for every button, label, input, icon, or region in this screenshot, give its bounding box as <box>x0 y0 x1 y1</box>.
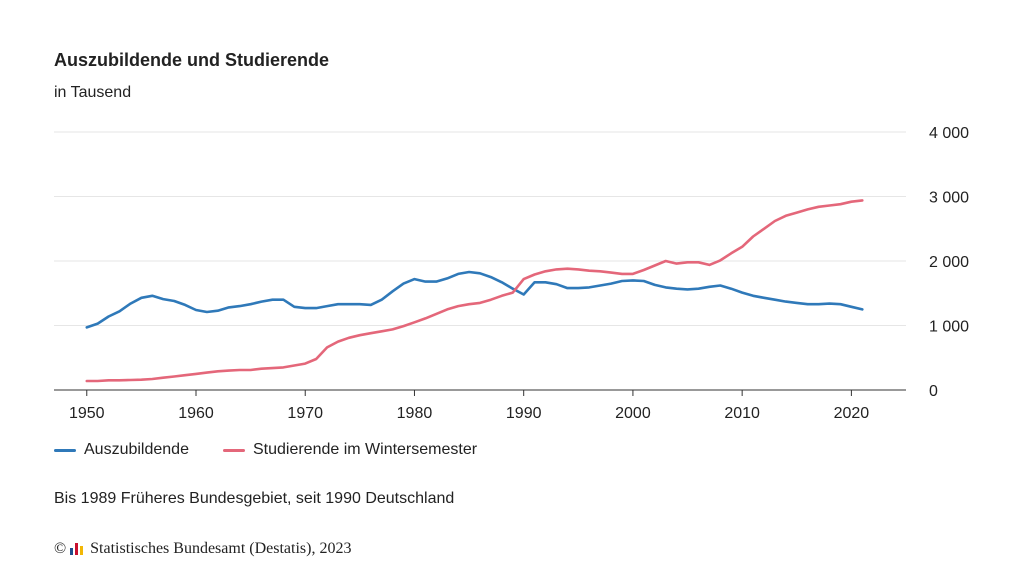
source-text: Statistisches Bundesamt (Destatis), 2023 <box>90 540 352 557</box>
series-lines <box>85 199 864 383</box>
source-credit: © Statistisches Bundesamt (Destatis), 20… <box>54 540 351 558</box>
axes <box>54 389 906 396</box>
x-tick-label: 2000 <box>615 405 651 422</box>
x-tick-label: 1960 <box>178 405 214 422</box>
y-tick-label: 1 000 <box>929 319 969 336</box>
x-tick-label: 2010 <box>724 405 760 422</box>
legend-swatch <box>222 448 245 452</box>
footnote: Bis 1989 Früheres Bundesgebiet, seit 199… <box>54 490 455 507</box>
legend: Auszubildende Studierende im Wintersemes… <box>54 441 511 459</box>
legend-swatch <box>54 448 76 452</box>
x-tick-label: 1980 <box>397 405 433 422</box>
y-tick-label: 3 000 <box>929 190 969 207</box>
series-line-studierende <box>85 199 864 383</box>
legend-label: Studierende im Wintersemester <box>252 441 478 458</box>
legend-label: Auszubildende <box>84 441 189 458</box>
y-tick-label: 4 000 <box>929 125 969 142</box>
destatis-bars-icon <box>70 543 86 555</box>
chart-title: Auszubildende und Studierende <box>54 50 330 70</box>
tick-labels: 0 1 000 2 000 3 000 4 000 1950 1960 1970 1980 199… <box>69 125 969 422</box>
x-tick-label: 1990 <box>506 405 542 422</box>
x-tick-label: 2020 <box>834 405 870 422</box>
legend-item-auszubildende[interactable]: Auszubildende <box>54 441 189 459</box>
y-tick-label: 0 <box>929 383 938 400</box>
legend-item-studierende[interactable]: Studierende im Wintersemester <box>222 441 478 459</box>
x-tick-label: 1970 <box>287 405 323 422</box>
chart-subtitle: in Tausend <box>54 84 132 101</box>
copyright-symbol: © <box>54 540 67 557</box>
series-line-auszubildende <box>85 270 864 329</box>
x-tick-label: 1950 <box>69 405 105 422</box>
y-tick-label: 2 000 <box>929 254 969 271</box>
grid-lines <box>54 131 906 326</box>
